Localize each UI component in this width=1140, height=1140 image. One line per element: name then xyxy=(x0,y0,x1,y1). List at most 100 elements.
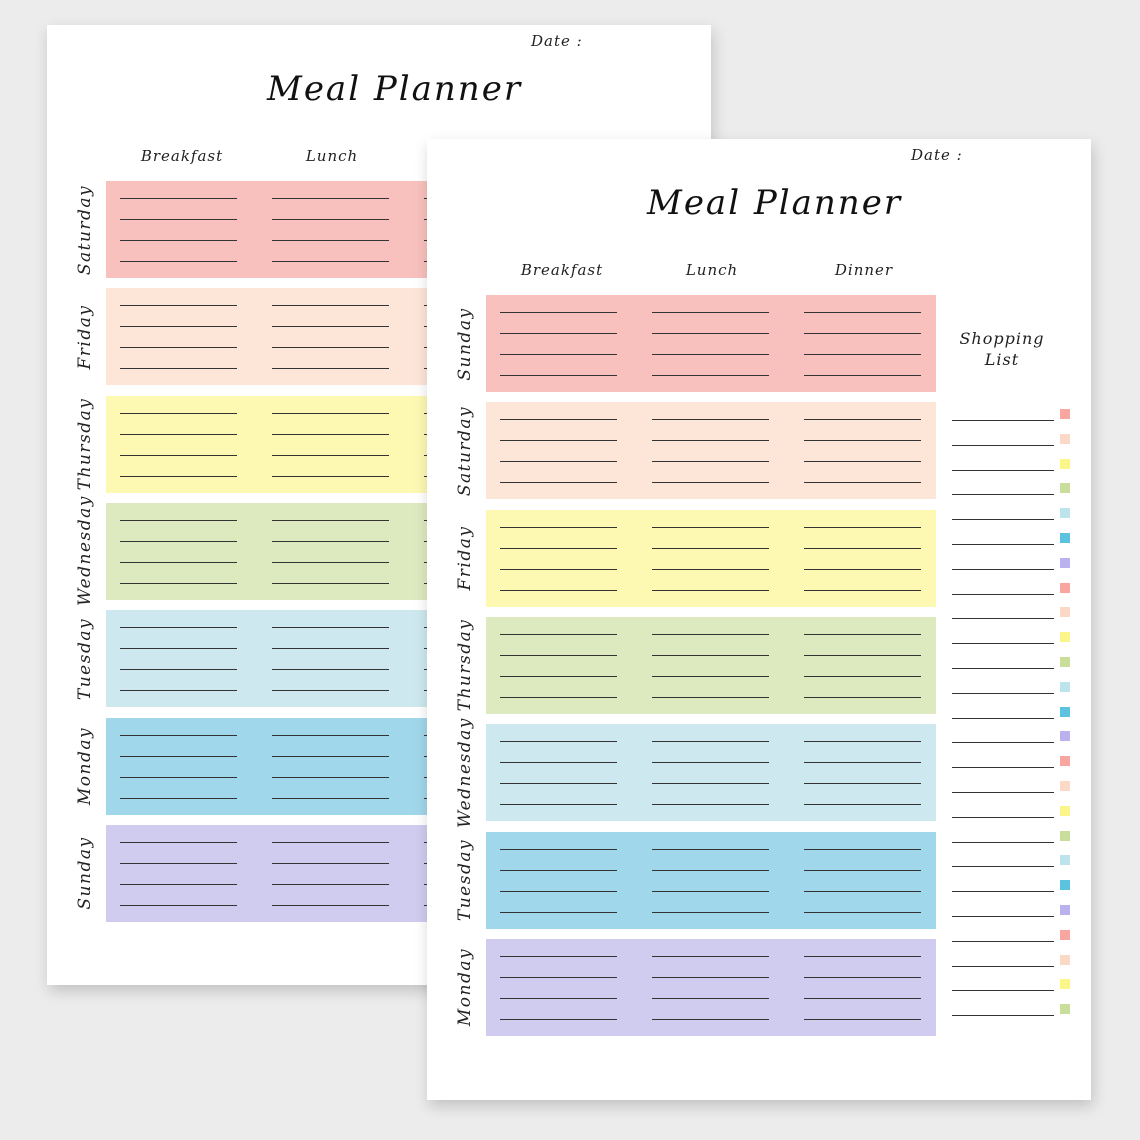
shopping-list-line[interactable] xyxy=(952,1015,1054,1017)
writing-line[interactable] xyxy=(272,862,389,864)
writing-line[interactable] xyxy=(652,869,769,871)
shopping-list-line[interactable] xyxy=(952,965,1054,967)
shopping-list-line[interactable] xyxy=(952,940,1054,942)
writing-line[interactable] xyxy=(500,741,617,743)
writing-line[interactable] xyxy=(500,890,617,892)
shopping-list-line[interactable] xyxy=(952,990,1054,992)
shopping-list-line[interactable] xyxy=(952,568,1054,570)
writing-line[interactable] xyxy=(804,675,921,677)
shopping-list-line[interactable] xyxy=(952,420,1054,421)
writing-line[interactable] xyxy=(804,312,921,313)
writing-line[interactable] xyxy=(272,219,389,220)
writing-line[interactable] xyxy=(120,755,237,757)
writing-line[interactable] xyxy=(120,883,237,885)
writing-line[interactable] xyxy=(120,261,237,262)
writing-line[interactable] xyxy=(120,433,237,435)
writing-line[interactable] xyxy=(804,890,921,892)
writing-line[interactable] xyxy=(120,475,237,477)
writing-line[interactable] xyxy=(652,589,769,591)
writing-line[interactable] xyxy=(500,589,617,591)
writing-line[interactable] xyxy=(500,440,617,442)
writing-line[interactable] xyxy=(652,955,769,957)
writing-line[interactable] xyxy=(272,561,389,563)
writing-line[interactable] xyxy=(804,762,921,764)
writing-line[interactable] xyxy=(120,412,237,414)
writing-line[interactable] xyxy=(804,654,921,656)
shopping-list-line[interactable] xyxy=(952,841,1054,843)
writing-line[interactable] xyxy=(804,1018,921,1020)
writing-line[interactable] xyxy=(652,741,769,743)
writing-line[interactable] xyxy=(804,741,921,743)
writing-line[interactable] xyxy=(652,911,769,913)
shopping-list-line[interactable] xyxy=(952,767,1054,769)
shopping-list-line[interactable] xyxy=(952,866,1054,868)
writing-line[interactable] xyxy=(500,419,617,421)
writing-line[interactable] xyxy=(652,633,769,635)
writing-line[interactable] xyxy=(652,440,769,442)
writing-line[interactable] xyxy=(120,648,237,650)
shopping-list-line[interactable] xyxy=(952,692,1054,694)
writing-line[interactable] xyxy=(500,333,617,334)
writing-line[interactable] xyxy=(652,419,769,421)
writing-line[interactable] xyxy=(272,347,389,349)
writing-line[interactable] xyxy=(272,540,389,542)
writing-line[interactable] xyxy=(272,797,389,799)
writing-line[interactable] xyxy=(804,869,921,871)
writing-line[interactable] xyxy=(272,776,389,778)
writing-line[interactable] xyxy=(120,540,237,542)
writing-line[interactable] xyxy=(120,862,237,864)
writing-line[interactable] xyxy=(120,326,237,328)
writing-line[interactable] xyxy=(120,776,237,778)
writing-line[interactable] xyxy=(652,804,769,806)
writing-line[interactable] xyxy=(804,461,921,463)
writing-line[interactable] xyxy=(272,690,389,692)
writing-line[interactable] xyxy=(120,669,237,671)
writing-line[interactable] xyxy=(500,375,617,376)
writing-line[interactable] xyxy=(500,675,617,677)
writing-line[interactable] xyxy=(500,568,617,570)
writing-line[interactable] xyxy=(804,997,921,999)
writing-line[interactable] xyxy=(120,347,237,349)
writing-line[interactable] xyxy=(652,762,769,764)
writing-line[interactable] xyxy=(652,482,769,484)
writing-line[interactable] xyxy=(804,976,921,978)
shopping-list-line[interactable] xyxy=(952,618,1054,620)
writing-line[interactable] xyxy=(652,547,769,549)
writing-line[interactable] xyxy=(272,755,389,757)
writing-line[interactable] xyxy=(652,696,769,698)
writing-line[interactable] xyxy=(500,461,617,463)
writing-line[interactable] xyxy=(120,454,237,456)
writing-line[interactable] xyxy=(120,627,237,629)
shopping-list-line[interactable] xyxy=(952,717,1054,719)
writing-line[interactable] xyxy=(272,883,389,885)
writing-line[interactable] xyxy=(272,519,389,521)
writing-line[interactable] xyxy=(804,440,921,442)
writing-line[interactable] xyxy=(272,305,389,307)
writing-line[interactable] xyxy=(652,997,769,999)
writing-line[interactable] xyxy=(500,547,617,549)
writing-line[interactable] xyxy=(500,804,617,806)
writing-line[interactable] xyxy=(120,198,237,199)
writing-line[interactable] xyxy=(120,690,237,692)
writing-line[interactable] xyxy=(500,526,617,528)
writing-line[interactable] xyxy=(272,904,389,906)
writing-line[interactable] xyxy=(804,955,921,957)
writing-line[interactable] xyxy=(804,589,921,591)
writing-line[interactable] xyxy=(272,412,389,414)
writing-line[interactable] xyxy=(804,568,921,570)
writing-line[interactable] xyxy=(500,654,617,656)
shopping-list-line[interactable] xyxy=(952,444,1054,446)
writing-line[interactable] xyxy=(120,368,237,370)
shopping-list-line[interactable] xyxy=(952,916,1054,917)
writing-line[interactable] xyxy=(500,633,617,635)
shopping-list-line[interactable] xyxy=(952,891,1054,893)
writing-line[interactable] xyxy=(500,1018,617,1020)
writing-line[interactable] xyxy=(272,198,389,199)
writing-line[interactable] xyxy=(652,312,769,313)
shopping-list-line[interactable] xyxy=(952,742,1054,744)
writing-line[interactable] xyxy=(120,219,237,220)
writing-line[interactable] xyxy=(500,997,617,999)
writing-line[interactable] xyxy=(652,461,769,463)
shopping-list-line[interactable] xyxy=(952,469,1054,471)
writing-line[interactable] xyxy=(500,783,617,785)
